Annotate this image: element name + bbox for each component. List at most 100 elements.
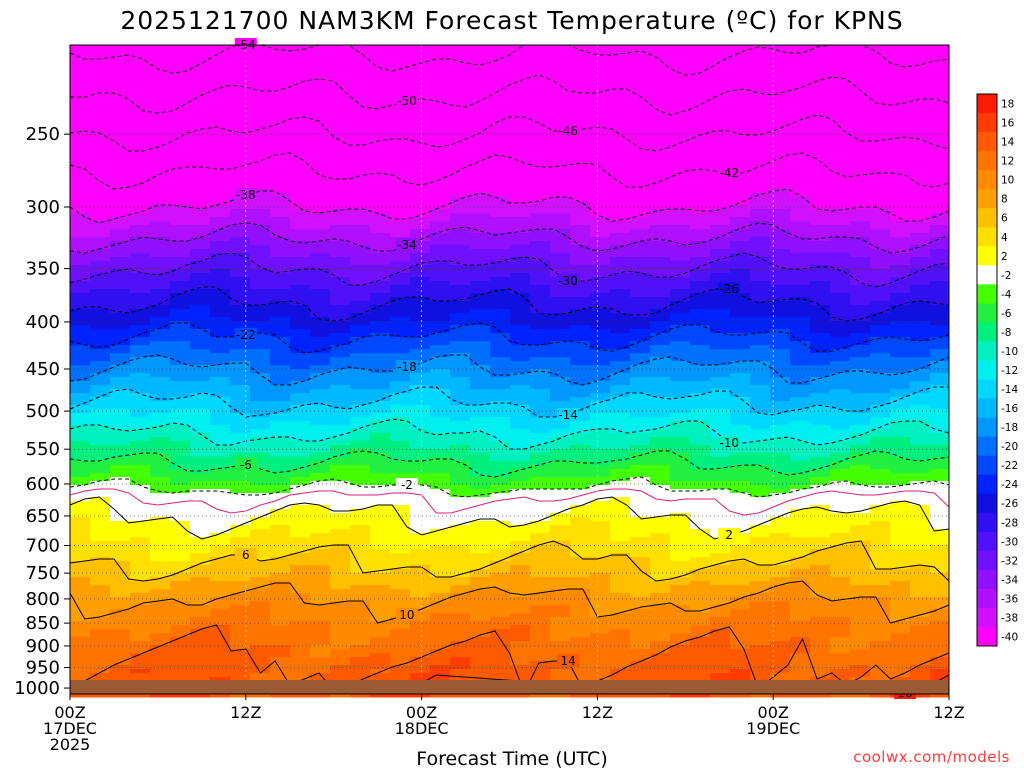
field-cell: [830, 233, 851, 238]
field-cell: [270, 301, 291, 306]
field-cell: [230, 225, 251, 230]
field-cell: [450, 149, 471, 154]
field-cell: [570, 189, 591, 194]
field-cell: [170, 193, 191, 198]
field-cell: [810, 157, 831, 162]
field-cell: [630, 493, 651, 498]
field-cell: [490, 249, 511, 254]
field-cell: [210, 65, 231, 70]
field-cell: [450, 153, 471, 158]
field-cell: [810, 253, 831, 258]
field-cell: [610, 481, 631, 486]
field-cell: [250, 205, 271, 210]
field-cell: [470, 73, 491, 78]
field-cell: [830, 245, 851, 250]
field-cell: [750, 161, 771, 166]
field-cell: [530, 181, 551, 186]
field-cell: [870, 129, 891, 134]
field-cell: [270, 361, 291, 366]
field-cell: [590, 489, 611, 494]
field-cell: [790, 77, 811, 82]
field-cell: [870, 61, 891, 66]
field-cell: [890, 45, 911, 50]
field-cell: [470, 217, 491, 222]
field-cell: [370, 245, 391, 250]
field-cell: [530, 369, 551, 374]
field-cell: [130, 321, 151, 326]
field-cell: [110, 277, 131, 282]
field-cell: [770, 65, 791, 70]
field-cell: [330, 461, 351, 466]
field-cell: [670, 181, 691, 186]
field-cell: [270, 57, 291, 62]
field-cell: [630, 65, 651, 70]
field-cell: [390, 381, 411, 386]
field-cell: [310, 129, 331, 134]
field-cell: [810, 181, 831, 186]
field-cell: [470, 385, 491, 390]
field-cell: [410, 141, 431, 146]
field-cell: [330, 93, 351, 98]
field-cell: [630, 377, 651, 382]
field-cell: [330, 257, 351, 262]
field-cell: [830, 213, 851, 218]
field-cell: [870, 161, 891, 166]
field-cell: [750, 117, 771, 122]
field-cell: [730, 409, 751, 414]
field-cell: [850, 285, 871, 290]
field-cell: [650, 233, 671, 238]
field-cell: [810, 449, 831, 454]
field-cell: [90, 133, 111, 138]
field-cell: [390, 373, 411, 378]
field-cell: [590, 253, 611, 258]
field-cell: [930, 417, 950, 422]
field-cell: [150, 361, 171, 366]
field-cell: [890, 81, 911, 86]
field-cell: [890, 329, 911, 334]
field-cell: [910, 221, 931, 226]
field-cell: [810, 189, 831, 194]
field-cell: [910, 485, 931, 490]
field-cell: [390, 429, 411, 434]
field-cell: [670, 273, 691, 278]
field-cell: [210, 365, 231, 370]
field-cell: [250, 457, 271, 462]
field-cell: [670, 149, 691, 154]
field-cell: [630, 485, 651, 490]
field-cell: [530, 317, 551, 322]
field-cell: [70, 53, 91, 58]
field-cell: [830, 53, 851, 58]
field-cell: [410, 293, 431, 298]
field-cell: [750, 333, 771, 338]
field-cell: [330, 497, 351, 502]
field-cell: [710, 457, 731, 462]
field-cell: [670, 337, 691, 342]
field-cell: [330, 489, 351, 494]
field-cell: [510, 273, 531, 278]
field-cell: [210, 125, 231, 130]
field-cell: [410, 421, 431, 426]
field-cell: [570, 437, 591, 442]
field-cell: [110, 249, 131, 254]
field-cell: [670, 129, 691, 134]
field-cell: [310, 205, 331, 210]
field-cell: [650, 453, 671, 458]
field-cell: [510, 253, 531, 258]
field-cell: [350, 449, 371, 454]
field-cell: [770, 173, 791, 178]
field-cell: [370, 405, 391, 410]
field-cell: [490, 457, 511, 462]
field-cell: [530, 293, 551, 298]
field-cell: [930, 185, 950, 190]
field-cell: [110, 297, 131, 302]
field-cell: [570, 285, 591, 290]
field-cell: [470, 497, 491, 502]
field-cell: [550, 445, 571, 450]
field-cell: [630, 369, 651, 374]
field-cell: [290, 361, 311, 366]
field-cell: [670, 53, 691, 58]
field-cell: [250, 173, 271, 178]
field-cell: [630, 317, 651, 322]
field-cell: [690, 81, 711, 86]
field-cell: [430, 305, 451, 310]
